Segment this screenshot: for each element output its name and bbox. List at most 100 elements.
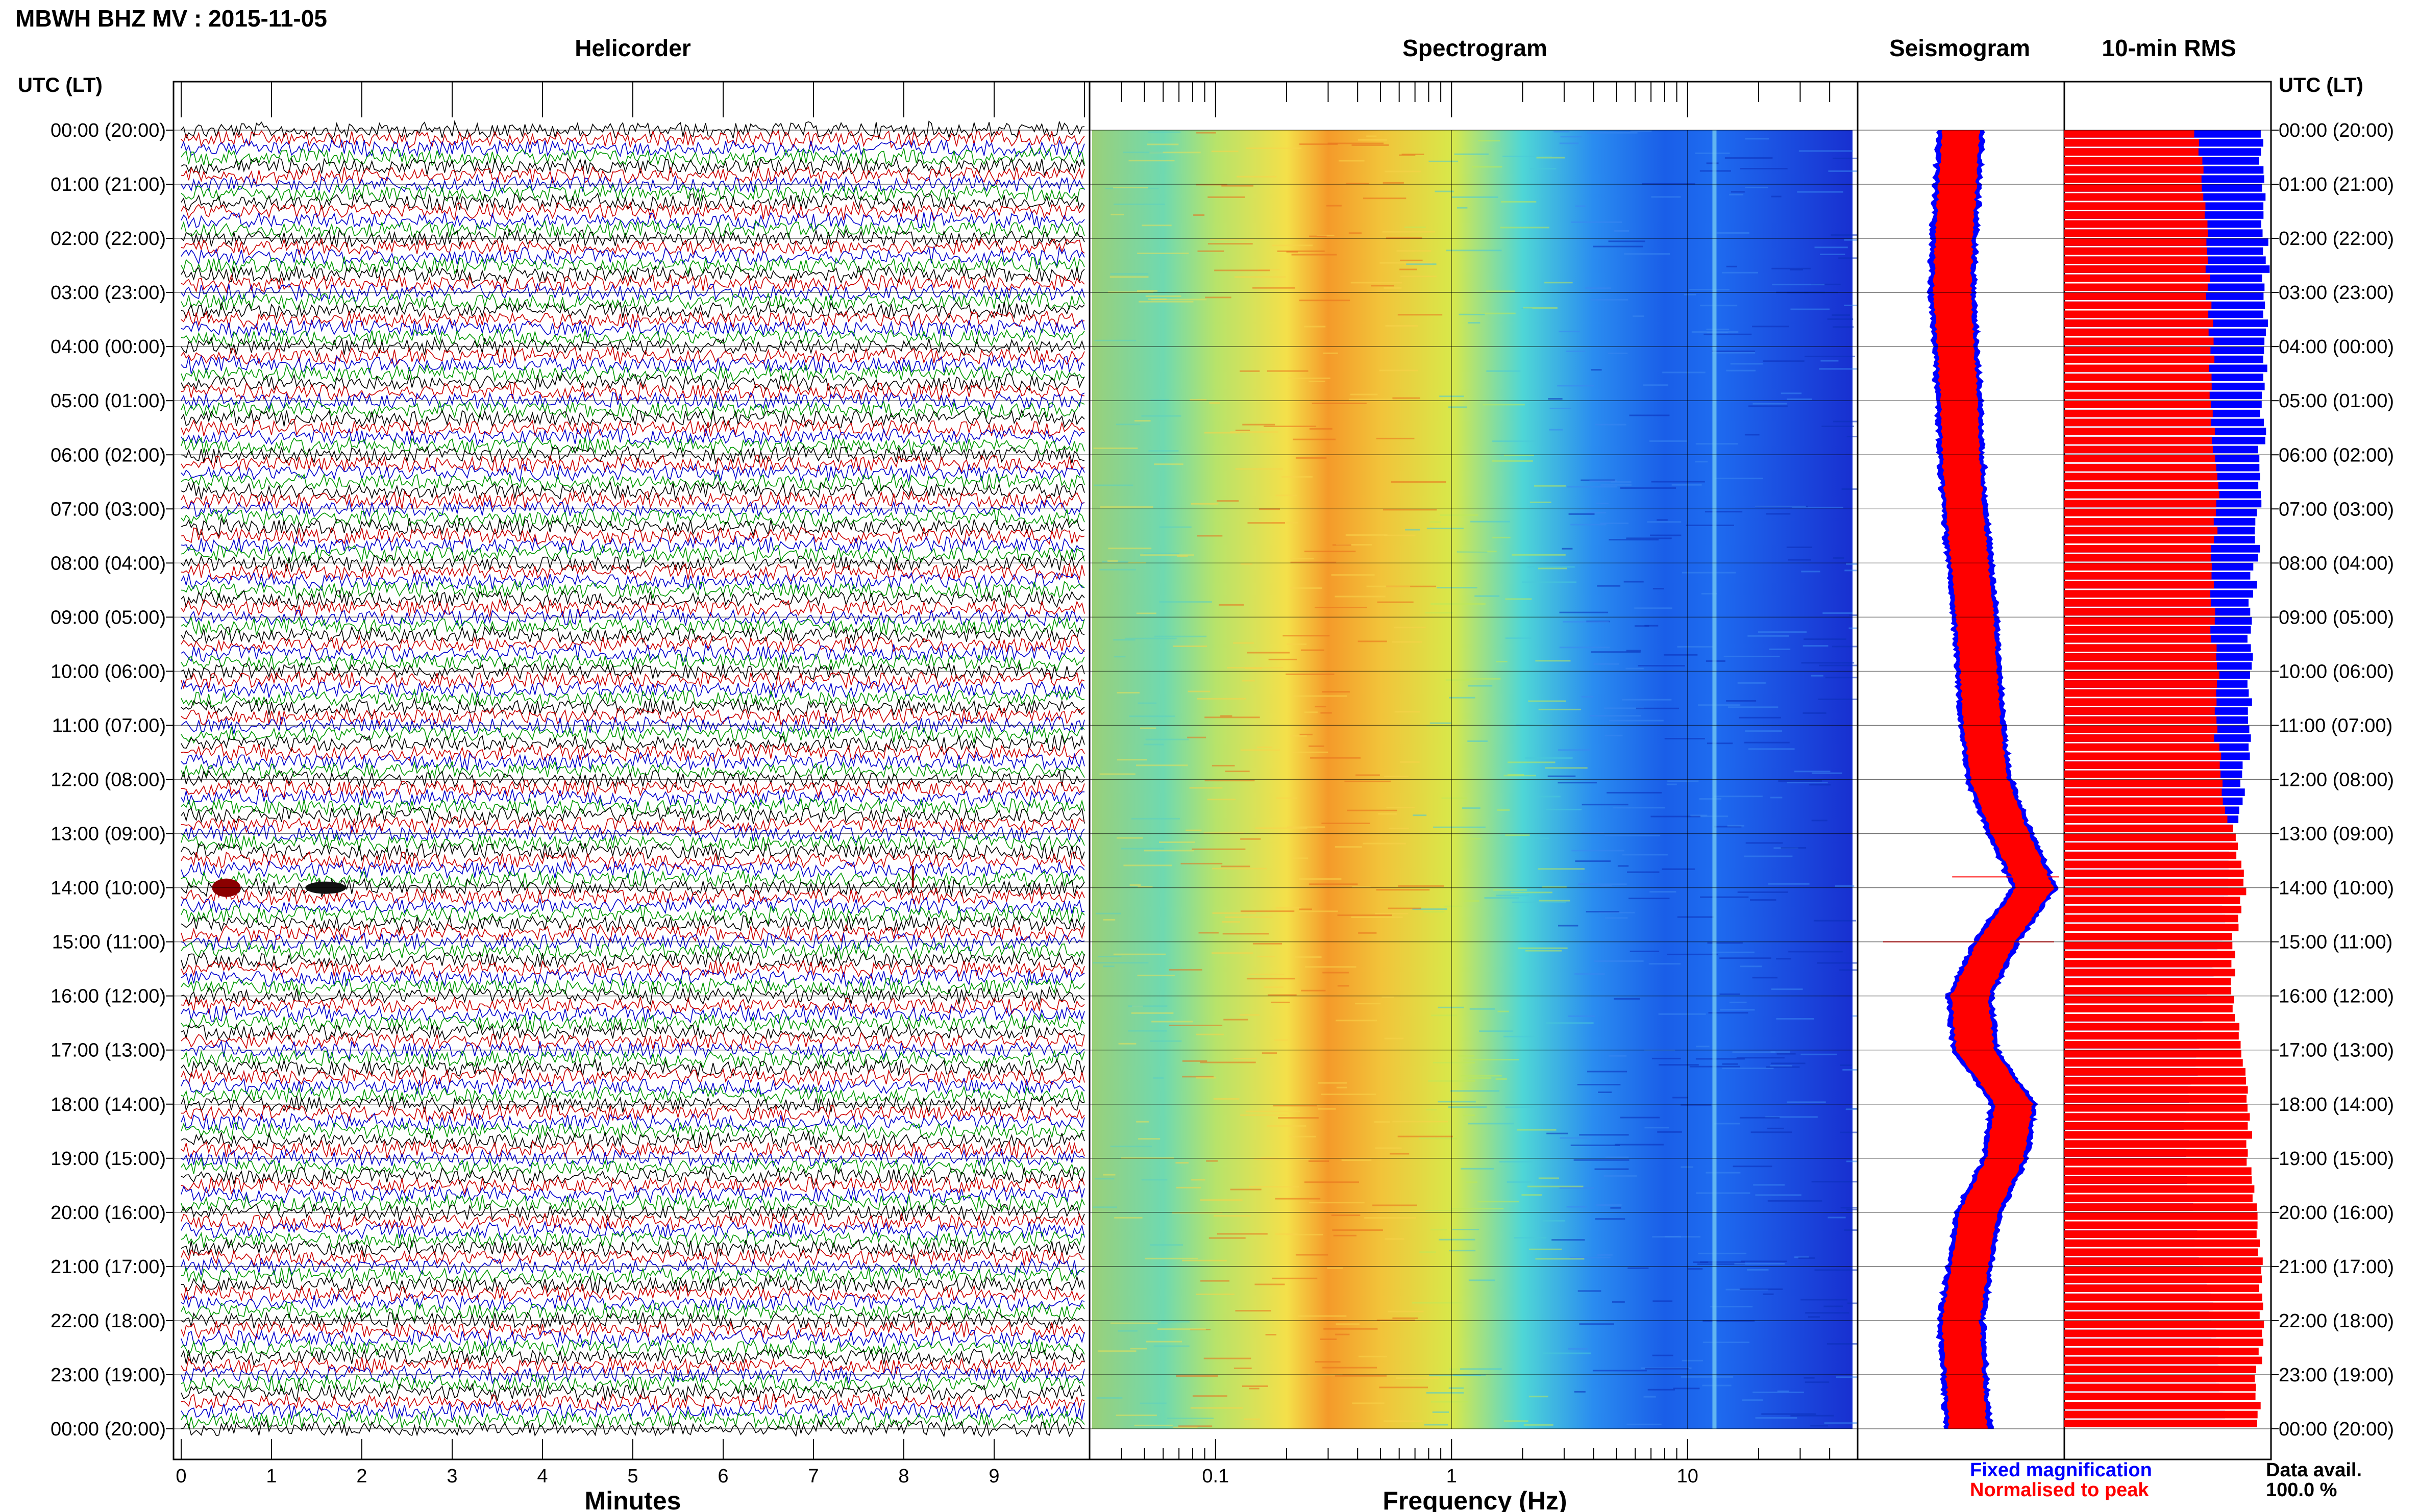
spectrogram-streak [1173, 646, 1207, 647]
helicorder-trace [181, 283, 1085, 302]
spectrogram-streak [1147, 143, 1179, 145]
spectrogram-streak [1293, 695, 1347, 697]
x-axes: 0 1 2 3 4 5 6 7 8 9 0.1 1 10 [176, 1439, 1698, 1487]
spectrogram-streak [1131, 1012, 1174, 1014]
spectrogram-streak [1818, 698, 1865, 700]
spectrogram-streak [1652, 1300, 1673, 1302]
spectrogram-streak [1727, 825, 1744, 827]
spectrogram-streak [1304, 551, 1356, 553]
spectrogram-streak [1776, 1053, 1796, 1055]
spectrogram-streak [1200, 1199, 1243, 1201]
spectrogram-streak [1529, 168, 1557, 170]
time-label-right: 12:00 (08:00) [2279, 770, 2394, 791]
spectrogram-streak [1397, 1135, 1453, 1137]
spectrogram-streak [1290, 735, 1307, 737]
spectrogram-streak [1099, 568, 1136, 571]
spectrogram-streak [1697, 1263, 1745, 1265]
spectrogram-streak [1386, 807, 1415, 808]
spectrogram-streak [1222, 933, 1269, 935]
spectrogram-streak [1320, 712, 1332, 714]
helicorder-trace [181, 318, 1085, 339]
spectrogram-streak [1349, 399, 1393, 401]
spectrogram-streak [1388, 1310, 1424, 1312]
rms-panel [2063, 81, 2272, 1460]
helicorder-trace [181, 292, 1085, 312]
helicorder-trace [181, 473, 1085, 492]
spectrogram-streak [1316, 235, 1335, 236]
spectrogram-streak [1748, 748, 1795, 750]
spectrogram-streak [1335, 1333, 1350, 1335]
time-label-left: 23:00 (19:00) [51, 1365, 166, 1386]
helicorder-trace [181, 896, 1085, 914]
spectrogram-streak [1551, 1239, 1585, 1241]
spectrogram-streak [1103, 965, 1115, 968]
time-label-left: 20:00 (16:00) [51, 1202, 166, 1224]
helicorder-trace [181, 419, 1085, 437]
spectrogram-streak [1790, 269, 1803, 270]
spectrogram-streak [1559, 142, 1579, 144]
spectrogram-streak [1695, 461, 1708, 463]
spectrogram-streak [1649, 440, 1687, 442]
helicorder-trace [181, 129, 1085, 149]
spectrogram-streak [1496, 895, 1529, 897]
spectrogram-streak [1252, 287, 1295, 289]
helicorder-trace [181, 391, 1085, 411]
spectrogram-streak [1140, 554, 1194, 556]
spectrogram-streak [1477, 1201, 1519, 1203]
helicorder-trace [181, 201, 1085, 221]
spectrogram-streak [1787, 398, 1812, 400]
spectrogram-streak [1212, 912, 1256, 914]
spectrogram-streak [1382, 231, 1436, 233]
spectrogram-streak [1740, 168, 1788, 169]
spectrogram-streak [1397, 314, 1443, 316]
spectrogram-streak [1237, 176, 1277, 178]
rms-normalised-bar [2064, 518, 2214, 526]
spectrogram-streak [1290, 558, 1314, 560]
time-label-left: 00:00 (20:00) [51, 1419, 166, 1440]
spectrogram-streak [1309, 235, 1327, 237]
spectrogram-streak [1118, 1330, 1138, 1332]
spectrogram-streak [1820, 254, 1845, 255]
spectrogram-streak [1707, 942, 1743, 944]
spectrogram-streak [1609, 1055, 1627, 1057]
helicorder-trace [181, 219, 1085, 239]
spectrogram-streak [1141, 1179, 1168, 1181]
spectrogram-streak [1333, 1234, 1356, 1236]
helicorder-trace [181, 1393, 1085, 1412]
spectrogram-streak [1788, 951, 1843, 953]
spectrogram-streak [1300, 649, 1324, 651]
spectrogram-streak [1191, 503, 1219, 505]
spectrogram-streak [1221, 865, 1250, 867]
spectrogram-streak [1244, 1418, 1260, 1420]
spectrogram-streak [1553, 131, 1570, 133]
spectrogram-streak [1525, 757, 1573, 759]
spectrogram-streak [1141, 415, 1181, 417]
spectrogram-streak [1734, 1263, 1785, 1265]
rms-normalised-bar [2064, 184, 2202, 192]
spectrogram-streak [1441, 797, 1467, 799]
spectrogram-streak [1765, 1116, 1818, 1118]
spectrogram-streak [1645, 1368, 1689, 1370]
helicorder-trace [181, 554, 1085, 573]
spectrogram-streak [1518, 947, 1568, 949]
spectrogram-streak [1752, 1392, 1804, 1394]
helicorder-trace [181, 1013, 1085, 1033]
spectrogram-streak [1805, 1381, 1830, 1383]
spectrogram-streak [1811, 675, 1823, 677]
spectrogram-streak [1425, 1210, 1461, 1212]
helicorder-trace [181, 932, 1085, 952]
spectrogram-streak [1708, 1012, 1748, 1014]
spectrogram-streak [1289, 1135, 1316, 1137]
rms-normalised-bar [2064, 301, 2212, 309]
spectrogram-streak [1603, 1175, 1637, 1177]
rms-normalised-bar [2064, 274, 2210, 282]
spectrogram-streak [1752, 977, 1778, 979]
spectrogram-streak [1688, 1268, 1703, 1270]
spectrogram-streak [1801, 662, 1855, 664]
spectrogram-streak [1299, 143, 1338, 145]
spectrogram-streak [1662, 868, 1695, 870]
spectrogram-streak [1776, 1018, 1814, 1020]
helicorder-trace [181, 246, 1085, 267]
rms-normalised-bar [2064, 175, 2202, 183]
spectrogram-streak [1719, 993, 1740, 995]
